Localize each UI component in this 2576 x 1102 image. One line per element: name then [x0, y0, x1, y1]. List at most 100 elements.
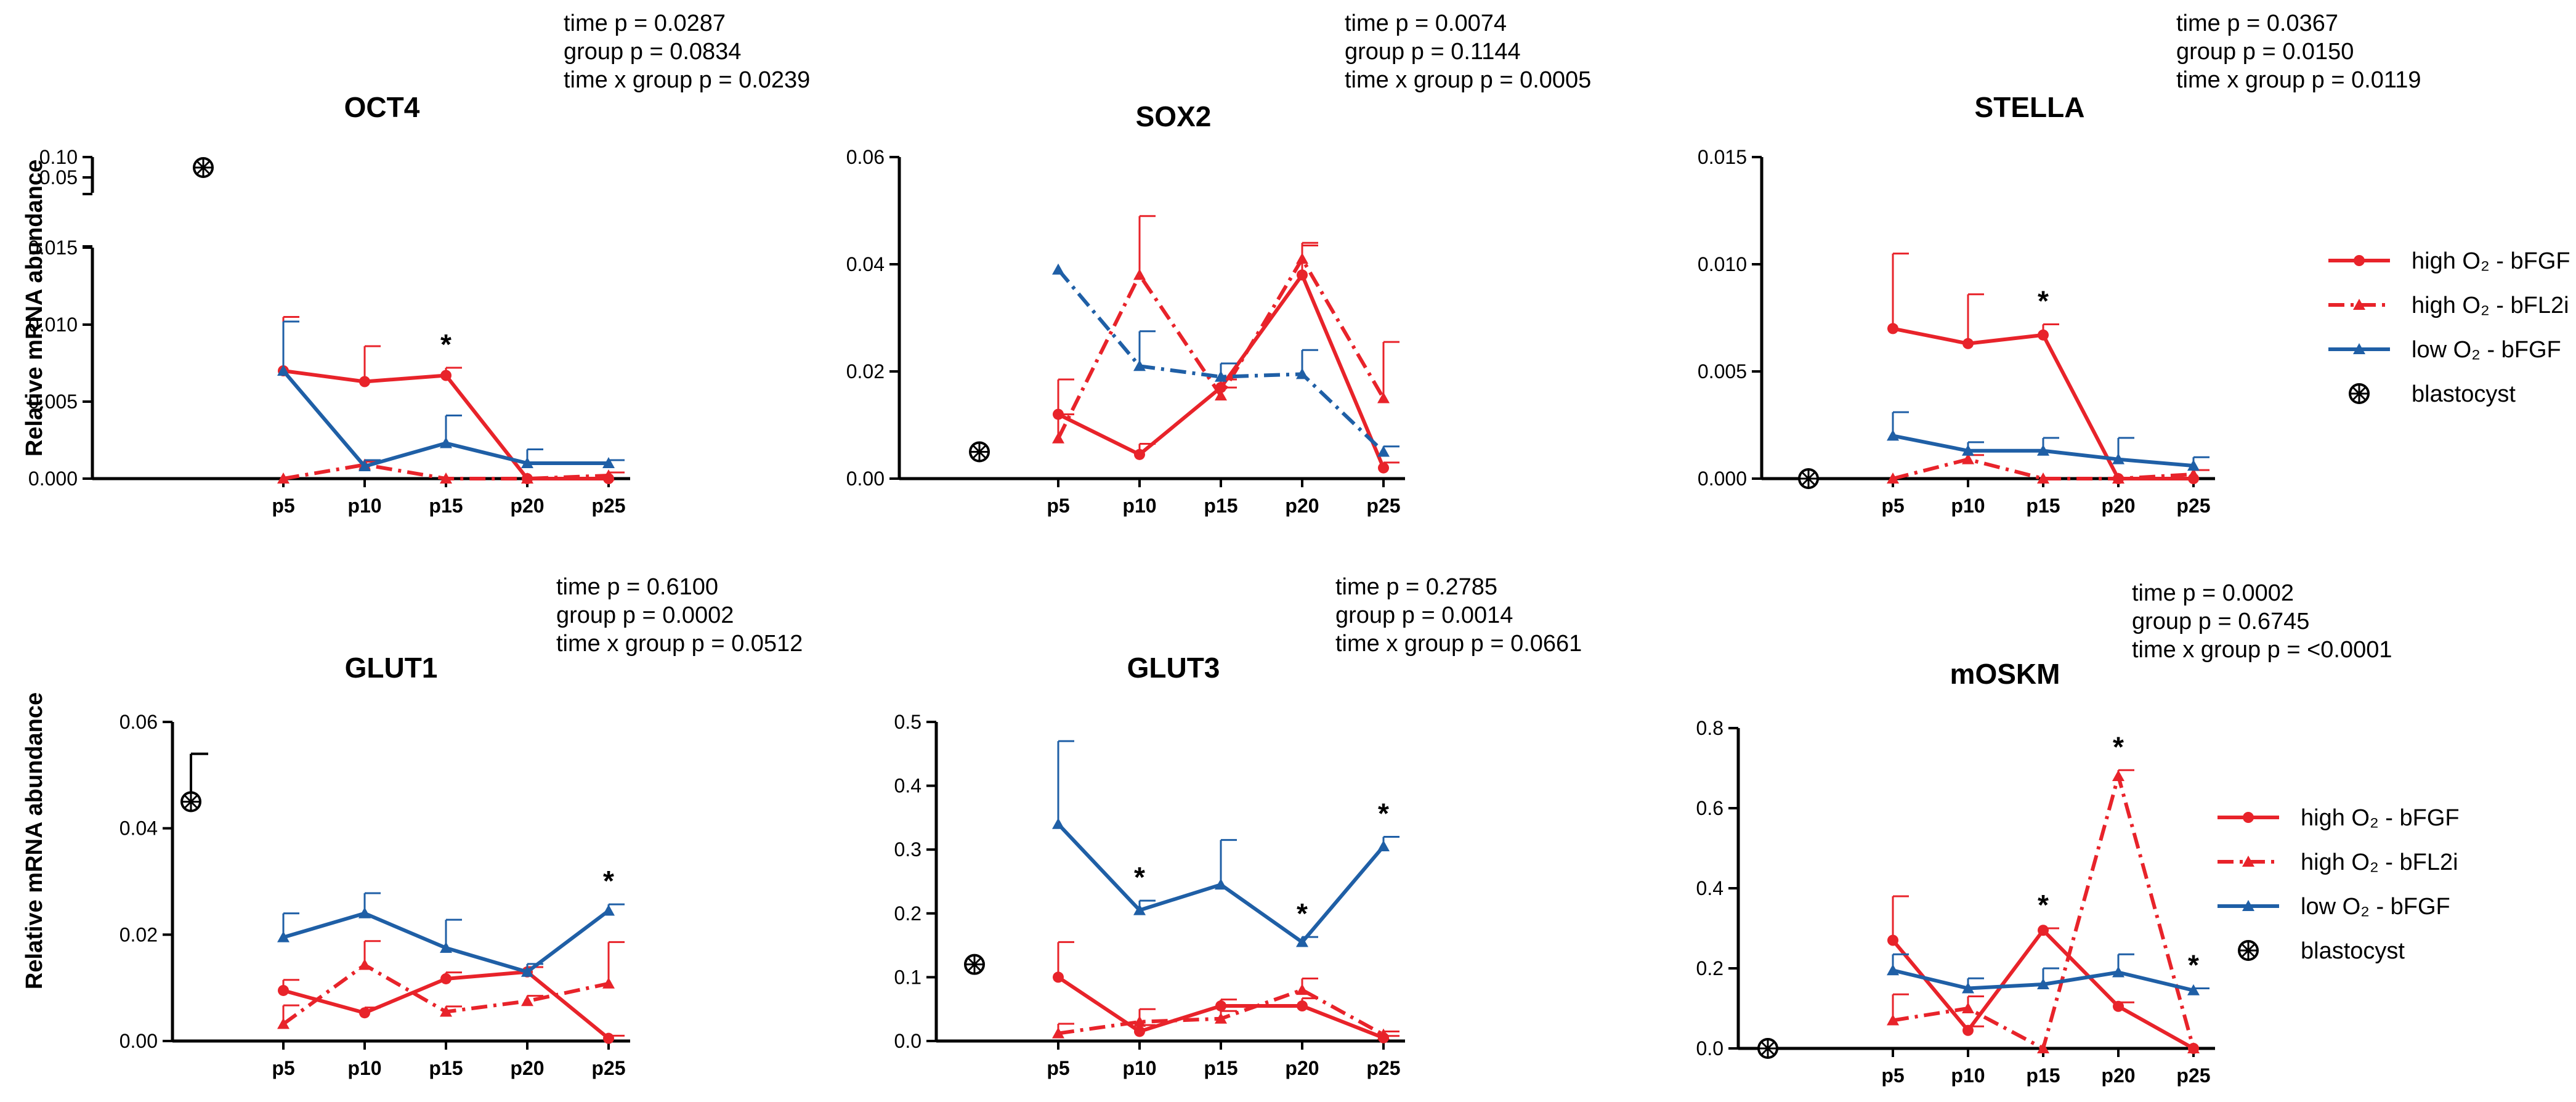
data-point-high_bfgf [1887, 934, 1898, 946]
data-point-high_bfl2i [358, 958, 371, 970]
data-point-high_bfl2i [521, 995, 533, 1007]
stat-line: time x group p = 0.0005 [1345, 67, 1591, 93]
data-point-high_bfgf [1134, 448, 1145, 460]
stat-line: time p = 0.0002 [2132, 580, 2294, 606]
significance-star: * [1297, 897, 1308, 930]
data-point-high_bfgf [278, 984, 289, 996]
x-tick-label: p25 [591, 495, 625, 517]
data-point-high_bfl2i [440, 472, 452, 484]
data-point-high_bfl2i [521, 472, 533, 484]
data-point-high_bfgf [1053, 971, 1064, 983]
data-point-high_bfgf [440, 370, 452, 381]
blastocyst-marker [180, 791, 201, 812]
data-point-high_bfl2i [1962, 453, 1974, 464]
significance-star: * [440, 328, 452, 360]
data-point-high_bfgf [2038, 329, 2049, 341]
y-tick-label: 0.05 [39, 166, 78, 188]
legend-marker-high_bfgf [2243, 812, 2254, 823]
significance-star: * [603, 865, 614, 897]
stat-line: time p = 0.0074 [1345, 10, 1507, 36]
data-point-high_bfgf [440, 973, 452, 984]
data-point-low_bfgf [521, 965, 533, 977]
significance-star: * [2113, 731, 2124, 763]
data-point-low_bfgf [1377, 445, 1390, 457]
data-point-high_bfl2i [2187, 1042, 2200, 1053]
data-point-high_bfl2i [1133, 269, 1146, 280]
y-tick-label: 0.1 [894, 966, 921, 988]
x-tick-label: p25 [2176, 495, 2210, 517]
x-tick-label: p25 [2176, 1064, 2210, 1087]
significance-star: * [1378, 797, 1389, 829]
blastocyst-marker [1757, 1038, 1778, 1059]
blastocyst-marker [969, 441, 990, 463]
y-tick-label: 0.3 [894, 838, 921, 861]
data-point-low_bfgf [2187, 460, 2200, 471]
panel-sox2: SOX2 time p = 0.0074 group p = 0.1144time … [846, 10, 1592, 517]
panel-title: GLUT1 [345, 652, 438, 684]
data-point-low_bfgf [2112, 453, 2124, 464]
legend-marker-low_bfgf [2353, 343, 2365, 354]
panel-title: OCT4 [344, 91, 420, 123]
panel-title: mOSKM [1950, 658, 2060, 690]
x-tick-label: p20 [1285, 1057, 1319, 1079]
y-tick-label: 0.06 [119, 711, 158, 733]
y-axis-label-bottom: Relative mRNA abundance [22, 692, 47, 989]
legend-label: low O₂ - bFGF [2301, 894, 2450, 920]
data-point-high_bfl2i [2112, 770, 2124, 781]
data-point-low_bfgf [1962, 444, 1974, 456]
data-point-low_bfgf [2187, 984, 2200, 995]
data-point-high_bfl2i [1377, 1028, 1390, 1040]
x-tick-label: p10 [1122, 1057, 1156, 1079]
legend-marker-low_bfgf [2242, 900, 2254, 911]
y-tick-label: 0.0 [1696, 1037, 1723, 1059]
stat-line: time x group p = 0.0512 [556, 631, 803, 657]
x-tick-label: p10 [1951, 1064, 1985, 1087]
data-point-high_bfgf [1297, 1000, 1308, 1012]
series-line-high_bfgf [1891, 928, 2195, 1050]
y-tick-label: 0.02 [119, 923, 158, 946]
legend-top: high O₂ - bFGF high O₂ - bFL2i low O₂ - bF… [2328, 248, 2570, 407]
data-point-high_bfl2i [1887, 472, 1899, 484]
data-point-low_bfgf [521, 457, 533, 468]
stat-line: group p = 0.0150 [2176, 39, 2354, 65]
y-tick-label: 0.015 [1698, 146, 1747, 168]
x-tick-label: p25 [1366, 1057, 1400, 1079]
stat-line: time x group p = 0.0661 [1335, 631, 1582, 657]
y-tick-label: 0.00 [119, 1030, 158, 1052]
data-point-low_bfgf [602, 904, 615, 916]
data-point-high_bfl2i [277, 472, 290, 484]
data-point-high_bfl2i [2037, 1042, 2049, 1053]
data-point-high_bfl2i [2112, 472, 2124, 484]
data-point-low_bfgf [1052, 263, 1064, 275]
data-point-low_bfgf [1052, 817, 1064, 829]
significance-star: * [2188, 949, 2199, 981]
series-line-high_bfl2i [1892, 457, 2194, 480]
data-point-high_bfgf [2113, 1000, 2124, 1012]
y-axis-label-top: Relative mRNA abundance [22, 160, 47, 456]
data-point-high_bfl2i [1377, 392, 1390, 403]
y-tick-label: 0.5 [894, 711, 921, 733]
data-point-low_bfgf [1962, 982, 1974, 994]
data-point-low_bfgf [1215, 370, 1227, 382]
series-line-low_bfgf [1056, 268, 1385, 453]
y-tick-label: 0.010 [1698, 253, 1747, 275]
data-point-high_bfgf [1887, 323, 1898, 334]
legend-bottom: high O₂ - bFGF high O₂ - bFL2i low O₂ - bF… [2218, 805, 2460, 964]
data-point-high_bfl2i [1215, 1012, 1227, 1024]
data-point-high_bfgf [603, 1032, 614, 1044]
significance-star: * [1134, 861, 1145, 893]
significance-star: * [2038, 285, 2049, 317]
data-point-low_bfgf [277, 365, 290, 376]
data-point-high_bfgf [359, 1007, 370, 1019]
legend-label: high O₂ - bFL2i [2301, 849, 2458, 875]
data-point-low_bfgf [440, 437, 452, 448]
y-tick-label: 0.02 [846, 360, 885, 383]
data-point-high_bfl2i [277, 1018, 290, 1029]
stat-line: group p = 0.6745 [2132, 609, 2309, 634]
x-tick-label: p20 [510, 495, 544, 517]
data-point-low_bfgf [440, 941, 452, 953]
data-point-low_bfgf [1133, 360, 1146, 371]
stat-line: time x group p = 0.0239 [564, 67, 810, 93]
y-tick-label: 0.0 [894, 1030, 921, 1052]
y-tick-label: 0.8 [1696, 717, 1723, 739]
